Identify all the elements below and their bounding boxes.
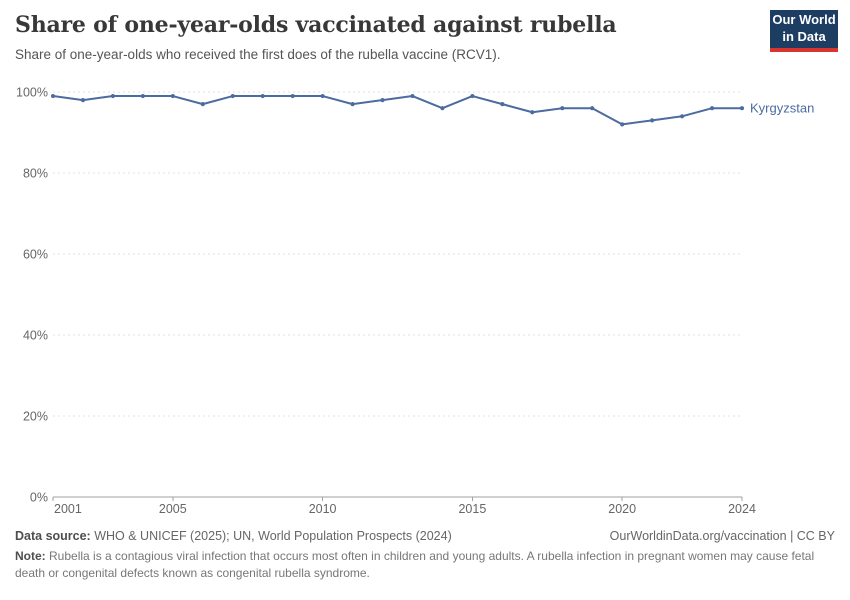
data-point[interactable] [440,106,445,111]
chart-note: Note: Rubella is a contagious viral infe… [15,548,827,581]
x-tick-label: 2020 [608,502,636,516]
owid-logo-line2: in Data [782,29,826,44]
y-tick-label: 40% [23,329,48,343]
data-point[interactable] [679,114,685,119]
x-tick-label: 2005 [159,502,187,516]
note-text: Rubella is a contagious viral infection … [15,549,815,580]
license-link[interactable]: OurWorldinData.org/vaccination | CC BY [609,529,835,543]
data-point[interactable] [709,106,715,111]
chart-footer: Data source: WHO & UNICEF (2025); UN, Wo… [15,529,835,581]
y-tick-label: 100% [16,86,48,100]
data-point[interactable] [320,93,325,99]
data-point[interactable] [500,102,505,107]
data-point[interactable] [530,110,535,115]
y-tick-label: 20% [23,410,48,424]
x-tick-label: 2010 [309,502,337,516]
data-point[interactable] [230,93,235,99]
y-tick-label: 60% [23,248,48,262]
data-point[interactable] [620,122,625,127]
data-point[interactable] [350,102,355,107]
data-point[interactable] [739,106,745,111]
data-point[interactable] [80,98,86,103]
data-point[interactable] [260,93,265,99]
x-tick-label: 2024 [728,502,756,516]
source-row: Data source: WHO & UNICEF (2025); UN, Wo… [15,529,835,543]
owid-logo-line1: Our World [772,12,836,28]
data-point[interactable] [410,93,415,99]
data-point[interactable] [590,106,595,111]
chart-header: Share of one-year-olds vaccinated agains… [15,12,755,62]
data-source-text: WHO & UNICEF (2025); UN, World Populatio… [94,529,452,543]
data-point[interactable] [560,106,565,111]
data-point[interactable] [290,93,295,99]
data-point[interactable] [200,102,205,107]
data-point[interactable] [170,93,175,99]
chart-subtitle: Share of one-year-olds who received the … [15,47,501,62]
data-source-label: Data source: [15,529,91,543]
data-point[interactable] [50,93,56,99]
data-point[interactable] [380,98,385,103]
data-point[interactable] [650,118,655,123]
x-tick-label: 2015 [458,502,486,516]
data-line[interactable] [52,95,743,126]
note-label: Note: [15,549,46,563]
page-title: Share of one-year-olds vaccinated agains… [15,12,617,38]
y-tick-label: 80% [23,167,48,181]
data-source: Data source: WHO & UNICEF (2025); UN, Wo… [15,529,452,543]
x-tick-label: 2001 [54,502,82,516]
data-point[interactable] [110,93,116,99]
series-label[interactable]: Kyrgyzstan [750,101,814,116]
y-tick-label: 0% [30,491,48,505]
data-point[interactable] [140,93,145,99]
data-point[interactable] [470,93,475,99]
owid-logo[interactable]: Our World in Data [770,10,838,52]
